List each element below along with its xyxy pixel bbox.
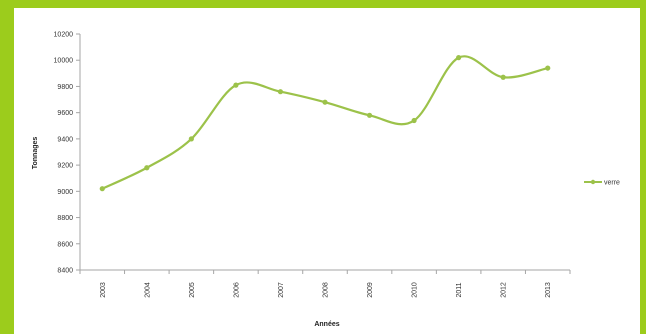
x-tick-label: 2005 [189, 282, 196, 298]
y-tick-label: 10200 [54, 32, 74, 39]
data-point [411, 117, 417, 124]
x-tick-label: 2007 [278, 282, 285, 298]
legend: verre [584, 180, 620, 187]
y-tick-label: 8400 [57, 268, 73, 275]
data-point [277, 89, 284, 95]
data-point [144, 165, 150, 171]
x-tick-label: 2009 [367, 282, 374, 298]
data-point [545, 65, 551, 71]
series-layer [99, 55, 551, 192]
x-tick-label: 2011 [456, 282, 463, 297]
y-tick-label: 9400 [57, 136, 73, 143]
x-tick-label: 2008 [323, 282, 330, 298]
data-point [456, 55, 462, 61]
data-point [233, 82, 239, 88]
x-tick-label: 2010 [412, 282, 419, 298]
x-tick-label: 2004 [144, 282, 151, 298]
y-axis: 8400 8600 8800 9000 9200 9400 9600 9800 10000 102… [54, 32, 81, 275]
data-point [188, 136, 194, 142]
x-axis: 2003 2004 2005 2006 2007 2008 2009 2010 2011 2012… [79, 269, 571, 298]
y-tick-label: 8800 [57, 215, 73, 222]
y-tick-label: 9000 [57, 189, 73, 196]
data-point [99, 186, 105, 192]
data-point [366, 112, 373, 118]
y-tick-label: 9200 [57, 163, 73, 170]
y-axis-title: Tonnages [32, 137, 39, 170]
x-axis-title: Années [314, 321, 339, 328]
legend-marker [590, 179, 596, 185]
x-tick-label: 2006 [233, 282, 240, 298]
data-point [500, 74, 506, 80]
data-point [322, 99, 328, 105]
series-line-verre [101, 55, 548, 190]
y-tick-label: 9800 [57, 84, 73, 91]
x-tick-label: 2013 [545, 282, 552, 298]
x-tick-label: 2012 [501, 282, 508, 298]
legend-entry-verre: verre [604, 180, 620, 187]
y-tick-label: 10000 [54, 58, 74, 65]
y-tick-label: 9600 [57, 110, 73, 117]
x-tick-label: 2003 [100, 282, 107, 298]
y-tick-label: 8600 [57, 241, 73, 248]
